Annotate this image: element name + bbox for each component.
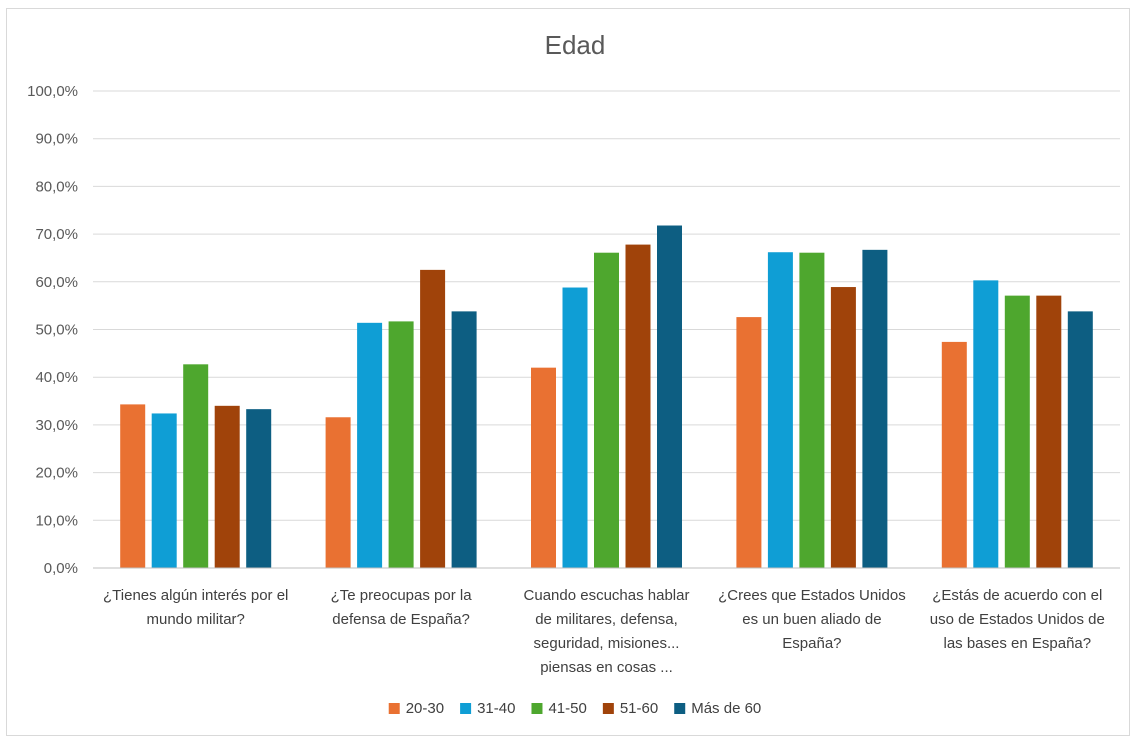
bar-más-de-60 [1067, 311, 1093, 568]
category-label: es un buen aliado de [742, 611, 881, 628]
bar-41-50 [799, 252, 825, 568]
bar-41-50 [388, 321, 414, 568]
bar-31-40 [973, 280, 999, 568]
chart-title: Edad [545, 30, 606, 60]
category-label: ¿Te preocupas por la [331, 587, 473, 604]
legend-label: 41-50 [548, 700, 586, 717]
bar-31-40 [767, 252, 793, 568]
category-label: ¿Crees que Estados Unidos [718, 587, 906, 604]
y-tick-label: 80,0% [35, 178, 78, 195]
bar-41-50 [183, 364, 209, 568]
legend: 20-30 31-40 41-50 51-60 Más de 60 [388, 700, 761, 717]
bar-más-de-60 [246, 409, 272, 568]
bar-20-30 [531, 367, 556, 568]
y-tick-label: 70,0% [35, 226, 78, 243]
y-tick-label: 50,0% [35, 322, 78, 339]
legend-swatch [602, 703, 614, 714]
bar-20-30 [325, 417, 351, 568]
y-tick-label: 90,0% [35, 131, 78, 148]
category-label: las bases en España? [943, 635, 1091, 652]
y-tick-label: 0,0% [44, 560, 78, 577]
bar-31-40 [151, 413, 177, 568]
y-tick-label: 40,0% [35, 369, 78, 386]
legend-swatch [531, 703, 543, 714]
bar-51-60 [420, 269, 446, 568]
category-label: seguridad, misiones... [534, 635, 680, 652]
category-label: ¿Estás de acuerdo con el [932, 587, 1102, 604]
legend-label: 51-60 [620, 700, 658, 717]
y-axis-tick-labels: 0,0% 10,0% 20,0% 30,0% 40,0% 50,0% 60,0% 70,0% 8… [27, 83, 78, 577]
bar-41-50 [594, 252, 619, 568]
category-label: de militares, defensa, [535, 611, 678, 628]
bar-31-40 [357, 322, 383, 568]
x-axis-category-labels: ¿Tienes algún interés por el mundo milita… [103, 587, 1105, 676]
y-tick-label: 60,0% [35, 274, 78, 291]
bars [120, 225, 1093, 568]
category-label: defensa de España? [332, 611, 470, 628]
y-tick-label: 10,0% [35, 512, 78, 529]
bar-51-60 [625, 244, 651, 568]
legend-label: 31-40 [477, 700, 515, 717]
bar-20-30 [941, 341, 967, 568]
bar-20-30 [736, 317, 762, 568]
bar-51-60 [830, 287, 856, 568]
legend-label: 20-30 [406, 700, 444, 717]
bar-31-40 [562, 287, 588, 568]
bar-51-60 [1036, 295, 1062, 568]
category-label: piensas en cosas ... [540, 659, 673, 676]
legend-swatch [674, 703, 686, 714]
bar-51-60 [214, 405, 240, 568]
category-label: ¿Tienes algún interés por el [103, 587, 288, 604]
legend-swatch [388, 703, 400, 714]
bar-más-de-60 [657, 225, 682, 568]
category-label: mundo militar? [147, 611, 245, 628]
bar-más-de-60 [862, 249, 888, 568]
category-label: Cuando escuchas hablar [524, 587, 690, 604]
category-label: España? [782, 635, 841, 652]
bar-20-30 [120, 404, 146, 568]
y-tick-label: 30,0% [35, 417, 78, 434]
legend-label: Más de 60 [691, 700, 761, 717]
category-label: uso de Estados Unidos de [930, 611, 1105, 628]
bar-más-de-60 [451, 311, 477, 568]
legend-swatch [460, 703, 472, 714]
y-tick-label: 100,0% [27, 83, 78, 100]
y-tick-label: 20,0% [35, 465, 78, 482]
bar-41-50 [1004, 295, 1030, 568]
